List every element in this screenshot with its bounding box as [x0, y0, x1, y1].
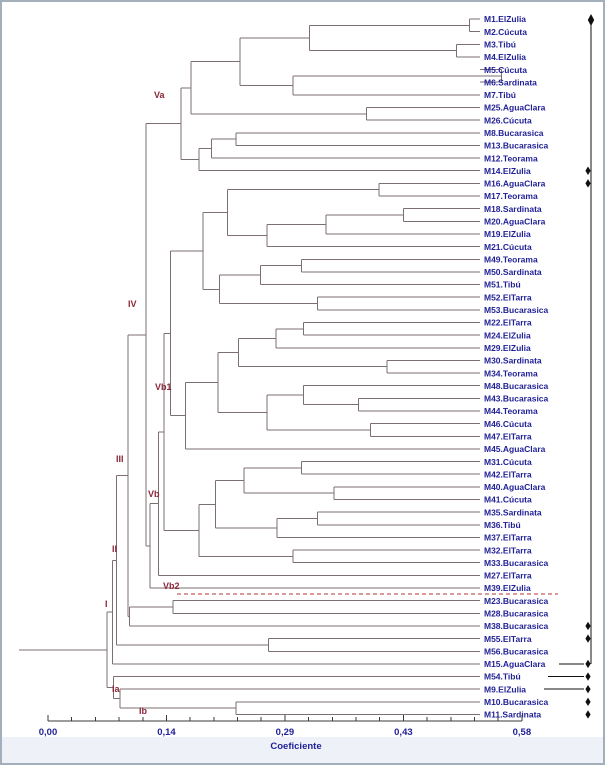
diamond-marker [585, 697, 591, 707]
leaf-label: M20.AguaClara [484, 217, 546, 227]
leaf-label: M17.Teorama [484, 191, 538, 201]
leaf-label: M44.Teorama [484, 406, 538, 416]
leaf-label: M6.Sardinata [484, 77, 537, 87]
cluster-label: II [112, 544, 117, 554]
leaf-label: M48.Bucarasica [484, 381, 549, 391]
diamond-marker [585, 659, 591, 669]
leaf-label: M34.Teorama [484, 368, 538, 378]
axis-tick-label: 0,14 [157, 727, 176, 738]
diamond-marker [585, 710, 591, 719]
leaf-label: M52.ElTarra [484, 292, 532, 302]
diamond-marker [585, 672, 591, 681]
leaf-label: M29.ElZulia [484, 343, 531, 353]
top-arrow-diamond [587, 14, 595, 26]
cluster-label: IV [128, 299, 137, 309]
leaf-label: M55.ElTarra [484, 634, 532, 644]
leaf-label: M26.Cúcuta [484, 115, 532, 125]
leaf-label: M10.Bucarasica [484, 697, 549, 707]
leaf-label: M16.AguaClara [484, 179, 546, 189]
leaf-label: M30.Sardinata [484, 356, 542, 366]
cluster-label: I [105, 599, 108, 609]
leaf-label: M51.Tibú [484, 280, 521, 290]
cluster-label: Vb1 [155, 382, 172, 392]
leaf-label: M33.Bucarasica [484, 558, 549, 568]
cluster-label: Va [154, 90, 166, 100]
leaf-label: M47.ElTarra [484, 431, 532, 441]
leaf-label: M12.Teorama [484, 153, 538, 163]
leaf-label: M46.Cúcuta [484, 419, 532, 429]
leaf-label: M42.ElTarra [484, 469, 532, 479]
leaf-label: M1.ElZulia [484, 14, 526, 24]
axis-tick-label: 0,43 [394, 727, 413, 738]
leaf-label: M5.Cúcuta [484, 65, 527, 75]
leaf-label: M21.Cúcuta [484, 242, 532, 252]
cluster-label: Vb2 [163, 581, 180, 591]
diamond-marker [585, 179, 591, 188]
leaf-label: M24.ElZulia [484, 330, 531, 340]
leaf-label: M25.AguaClara [484, 103, 546, 113]
leaf-label: M56.Bucarasica [484, 646, 549, 656]
leaf-label: M3.Tibú [484, 39, 516, 49]
leaf-label: M43.Bucarasica [484, 394, 549, 404]
leaf-label: M45.AguaClara [484, 444, 546, 454]
leaf-label: M49.Teorama [484, 254, 538, 264]
cluster-label: Ia [112, 684, 121, 694]
leaf-label: M28.Bucarasica [484, 609, 549, 619]
bottom-margin-band [2, 737, 603, 763]
diamond-marker [585, 684, 591, 694]
diamond-marker [585, 166, 591, 175]
leaf-label: M9.ElZulia [484, 684, 526, 694]
leaf-label: M13.Bucarasica [484, 141, 549, 151]
diamond-marker [585, 634, 591, 643]
leaf-label: M32.ElTarra [484, 545, 532, 555]
axis-tick-label: 0,58 [513, 727, 532, 738]
leaf-label: M23.Bucarasica [484, 596, 549, 606]
cluster-label: Vb [148, 489, 160, 499]
cluster-label: III [116, 454, 124, 464]
leaf-label: M19.ElZulia [484, 229, 531, 239]
leaf-label: M54.Tibú [484, 672, 521, 682]
axis-title: Coeficiente [270, 741, 322, 752]
leaf-label: M40.AguaClara [484, 482, 546, 492]
leaf-label: M18.Sardinata [484, 204, 542, 214]
leaf-label: M8.Bucarasica [484, 128, 544, 138]
leaf-label: M35.Sardinata [484, 507, 542, 517]
diamond-marker [585, 621, 591, 631]
leaf-label: M37.ElTarra [484, 533, 532, 543]
leaf-label: M2.Cúcuta [484, 27, 527, 37]
leaf-label: M38.Bucarasica [484, 621, 549, 631]
leaf-label: M22.ElTarra [484, 318, 532, 328]
cluster-label: Ib [139, 706, 148, 716]
axis-tick-label: 0,00 [39, 727, 58, 738]
leaf-label: M27.ElTarra [484, 571, 532, 581]
leaf-label: M36.Tibú [484, 520, 521, 530]
leaf-label: M39.ElZulia [484, 583, 531, 593]
leaf-label: M4.ElZulia [484, 52, 526, 62]
leaf-label: M50.Sardinata [484, 267, 542, 277]
leaf-label: M53.Bucarasica [484, 305, 549, 315]
leaf-label: M11.Sardinata [484, 710, 541, 720]
leaf-label: M41.Cúcuta [484, 495, 532, 505]
leaf-label: M7.Tibú [484, 90, 516, 100]
axis-tick-label: 0,29 [276, 727, 295, 738]
leaf-label: M31.Cúcuta [484, 457, 532, 467]
leaf-label: M14.ElZulia [484, 166, 531, 176]
leaf-label: M15.AguaClara [484, 659, 546, 669]
